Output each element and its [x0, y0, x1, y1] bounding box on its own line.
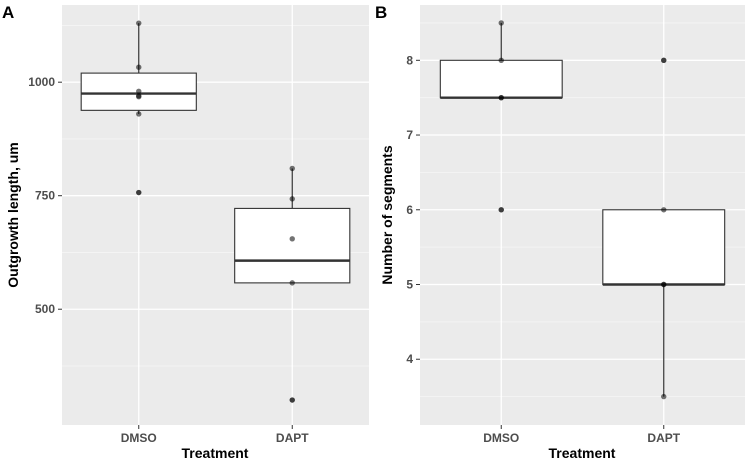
outlier-point	[661, 57, 667, 64]
data-point	[136, 20, 142, 26]
outlier-point	[289, 397, 295, 403]
data-point	[661, 57, 667, 64]
y-tick-label: 750	[35, 189, 55, 203]
panel-letter: B	[375, 3, 387, 22]
y-axis-title: Outgrowth length, um	[5, 142, 21, 287]
panel-A: 500 750 1000 DMSO DAPT Treatment Outgrowth len…	[2, 3, 369, 461]
y-tick-label: 6	[406, 203, 413, 217]
y-tick-label: 500	[35, 302, 55, 316]
y-axis-title: Number of segments	[379, 145, 395, 284]
data-point	[136, 94, 142, 100]
data-point	[498, 207, 504, 213]
data-point	[498, 57, 504, 64]
x-tick-label: DMSO	[121, 431, 157, 445]
data-point	[289, 165, 295, 172]
x-axis-title: Treatment	[182, 445, 249, 461]
data-point	[289, 196, 295, 202]
data-point	[289, 397, 295, 403]
x-tick-label: DAPT	[276, 431, 309, 445]
data-point	[136, 111, 142, 117]
y-tick-label: 8	[406, 53, 413, 67]
data-point	[289, 236, 295, 242]
x-tick-label: DAPT	[647, 431, 680, 445]
box-dapt	[602, 209, 726, 397]
data-point	[136, 189, 142, 196]
data-point	[661, 393, 667, 400]
y-tick-label: 4	[406, 352, 413, 366]
data-point	[289, 280, 295, 286]
outlier-point	[498, 207, 504, 213]
y-tick-label: 1000	[28, 75, 55, 89]
data-point	[498, 94, 504, 101]
box-iqr	[234, 207, 351, 284]
data-point	[136, 64, 142, 70]
box-iqr	[439, 59, 563, 99]
data-point	[661, 207, 667, 213]
x-axis-title: Treatment	[549, 445, 616, 461]
data-point	[498, 20, 504, 26]
box-iqr	[602, 209, 726, 286]
data-point	[136, 88, 142, 94]
outlier-point	[136, 189, 142, 196]
data-point	[661, 281, 667, 288]
x-tick-label: DMSO	[483, 431, 519, 445]
y-tick-label: 5	[406, 278, 413, 292]
panel-letter: A	[2, 3, 14, 22]
y-tick-label: 7	[406, 128, 413, 142]
panel-B: 4 5 6 7 8 DMSO DAPT Treatment Number of segments…	[375, 3, 745, 461]
